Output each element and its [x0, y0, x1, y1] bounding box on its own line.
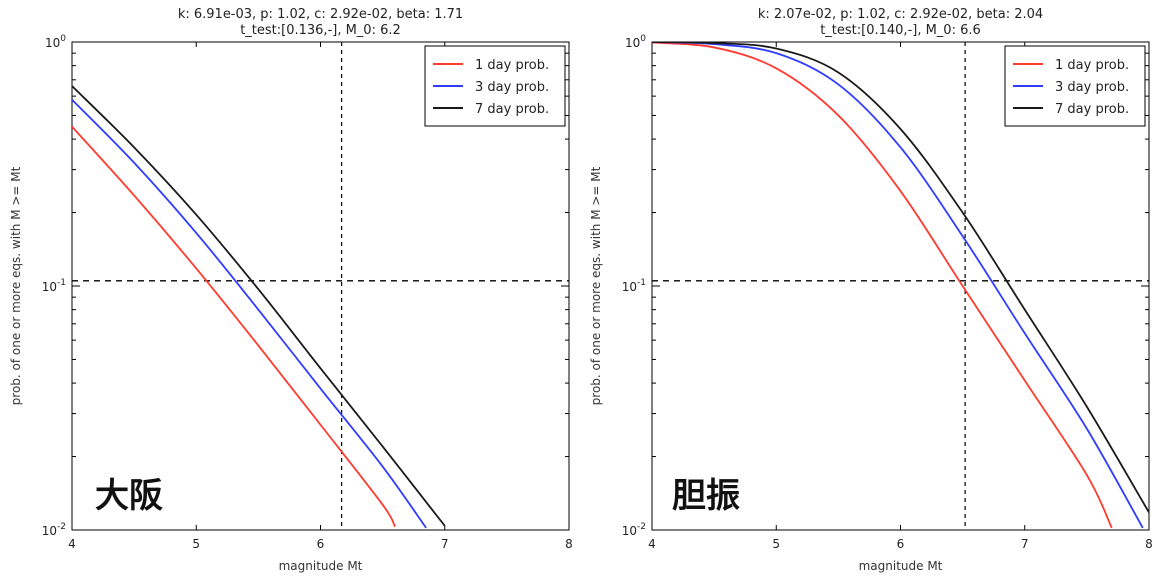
- x-tick-label: 7: [1021, 537, 1029, 551]
- series-line-3: [72, 85, 446, 527]
- x-tick-label: 5: [192, 537, 200, 551]
- y-tick-base: 10: [622, 280, 637, 294]
- y-axis-label: prob. of one or more eqs. with M >= Mt: [9, 166, 23, 405]
- y-tick-label: 10-2: [42, 522, 66, 538]
- y-tick-label: 10-2: [622, 522, 646, 538]
- chart-title: k: 6.91e-03, p: 1.02, c: 2.92e-02, beta:…: [178, 7, 463, 22]
- legend-label-3: 7 day prob.: [1055, 102, 1129, 117]
- series-group: [652, 42, 1149, 529]
- y-tick-base: 10: [622, 524, 637, 538]
- legend-label-2: 3 day prob.: [475, 80, 549, 95]
- y-tick-label: 10-1: [42, 278, 66, 294]
- y-axis-label: prob. of one or more eqs. with M >= Mt: [589, 166, 603, 405]
- y-tick-exponent: -2: [637, 522, 646, 532]
- chart-subtitle: t_test:[0.136,-], M_0: 6.2: [240, 23, 401, 38]
- series-line-1: [652, 42, 1113, 529]
- y-tick-label: 100: [625, 34, 646, 50]
- region-label: 大阪: [95, 476, 163, 516]
- y-tick-exponent: 0: [60, 34, 66, 44]
- series-line-2: [72, 99, 427, 529]
- y-tick-exponent: -1: [57, 278, 66, 288]
- x-tick-label: 8: [565, 537, 573, 551]
- legend-label-2: 3 day prob.: [1055, 80, 1129, 95]
- chart-panel-1: k: 6.91e-03, p: 1.02, c: 2.92e-02, beta:…: [9, 7, 573, 573]
- legend: 1 day prob. 3 day prob. 7 day prob.: [424, 45, 566, 127]
- y-tick-exponent: -1: [637, 278, 646, 288]
- y-tick-label: 10-1: [622, 278, 646, 294]
- x-tick-label: 8: [1145, 537, 1153, 551]
- x-axis-label: magnitude Mt: [859, 559, 943, 573]
- x-tick-label: 6: [897, 537, 905, 551]
- chart-subtitle: t_test:[0.140,-], M_0: 6.6: [820, 23, 981, 38]
- chart-title: k: 2.07e-02, p: 1.02, c: 2.92e-02, beta:…: [758, 7, 1043, 22]
- legend-label-1: 1 day prob.: [1055, 58, 1129, 73]
- region-label: 胆振: [672, 476, 740, 516]
- series-line-2: [652, 42, 1144, 529]
- legend: 1 day prob. 3 day prob. 7 day prob.: [1004, 45, 1146, 127]
- y-tick-base: 10: [42, 524, 57, 538]
- x-axis-label: magnitude Mt: [279, 559, 363, 573]
- legend-label-1: 1 day prob.: [475, 58, 549, 73]
- y-tick-label: 100: [45, 34, 66, 50]
- series-group: [72, 85, 446, 529]
- legend-label-3: 7 day prob.: [475, 102, 549, 117]
- x-tick-label: 4: [68, 537, 76, 551]
- series-line-1: [72, 126, 396, 528]
- x-tick-label: 4: [648, 537, 656, 551]
- y-tick-base: 10: [42, 280, 57, 294]
- x-tick-label: 5: [772, 537, 780, 551]
- x-tick-label: 6: [317, 537, 325, 551]
- y-tick-base: 10: [625, 36, 640, 50]
- series-line-3: [652, 42, 1149, 513]
- x-tick-label: 7: [441, 537, 449, 551]
- chart-panel-2: k: 2.07e-02, p: 1.02, c: 2.92e-02, beta:…: [589, 7, 1153, 573]
- y-tick-exponent: 0: [640, 34, 646, 44]
- y-tick-base: 10: [45, 36, 60, 50]
- y-tick-exponent: -2: [57, 522, 66, 532]
